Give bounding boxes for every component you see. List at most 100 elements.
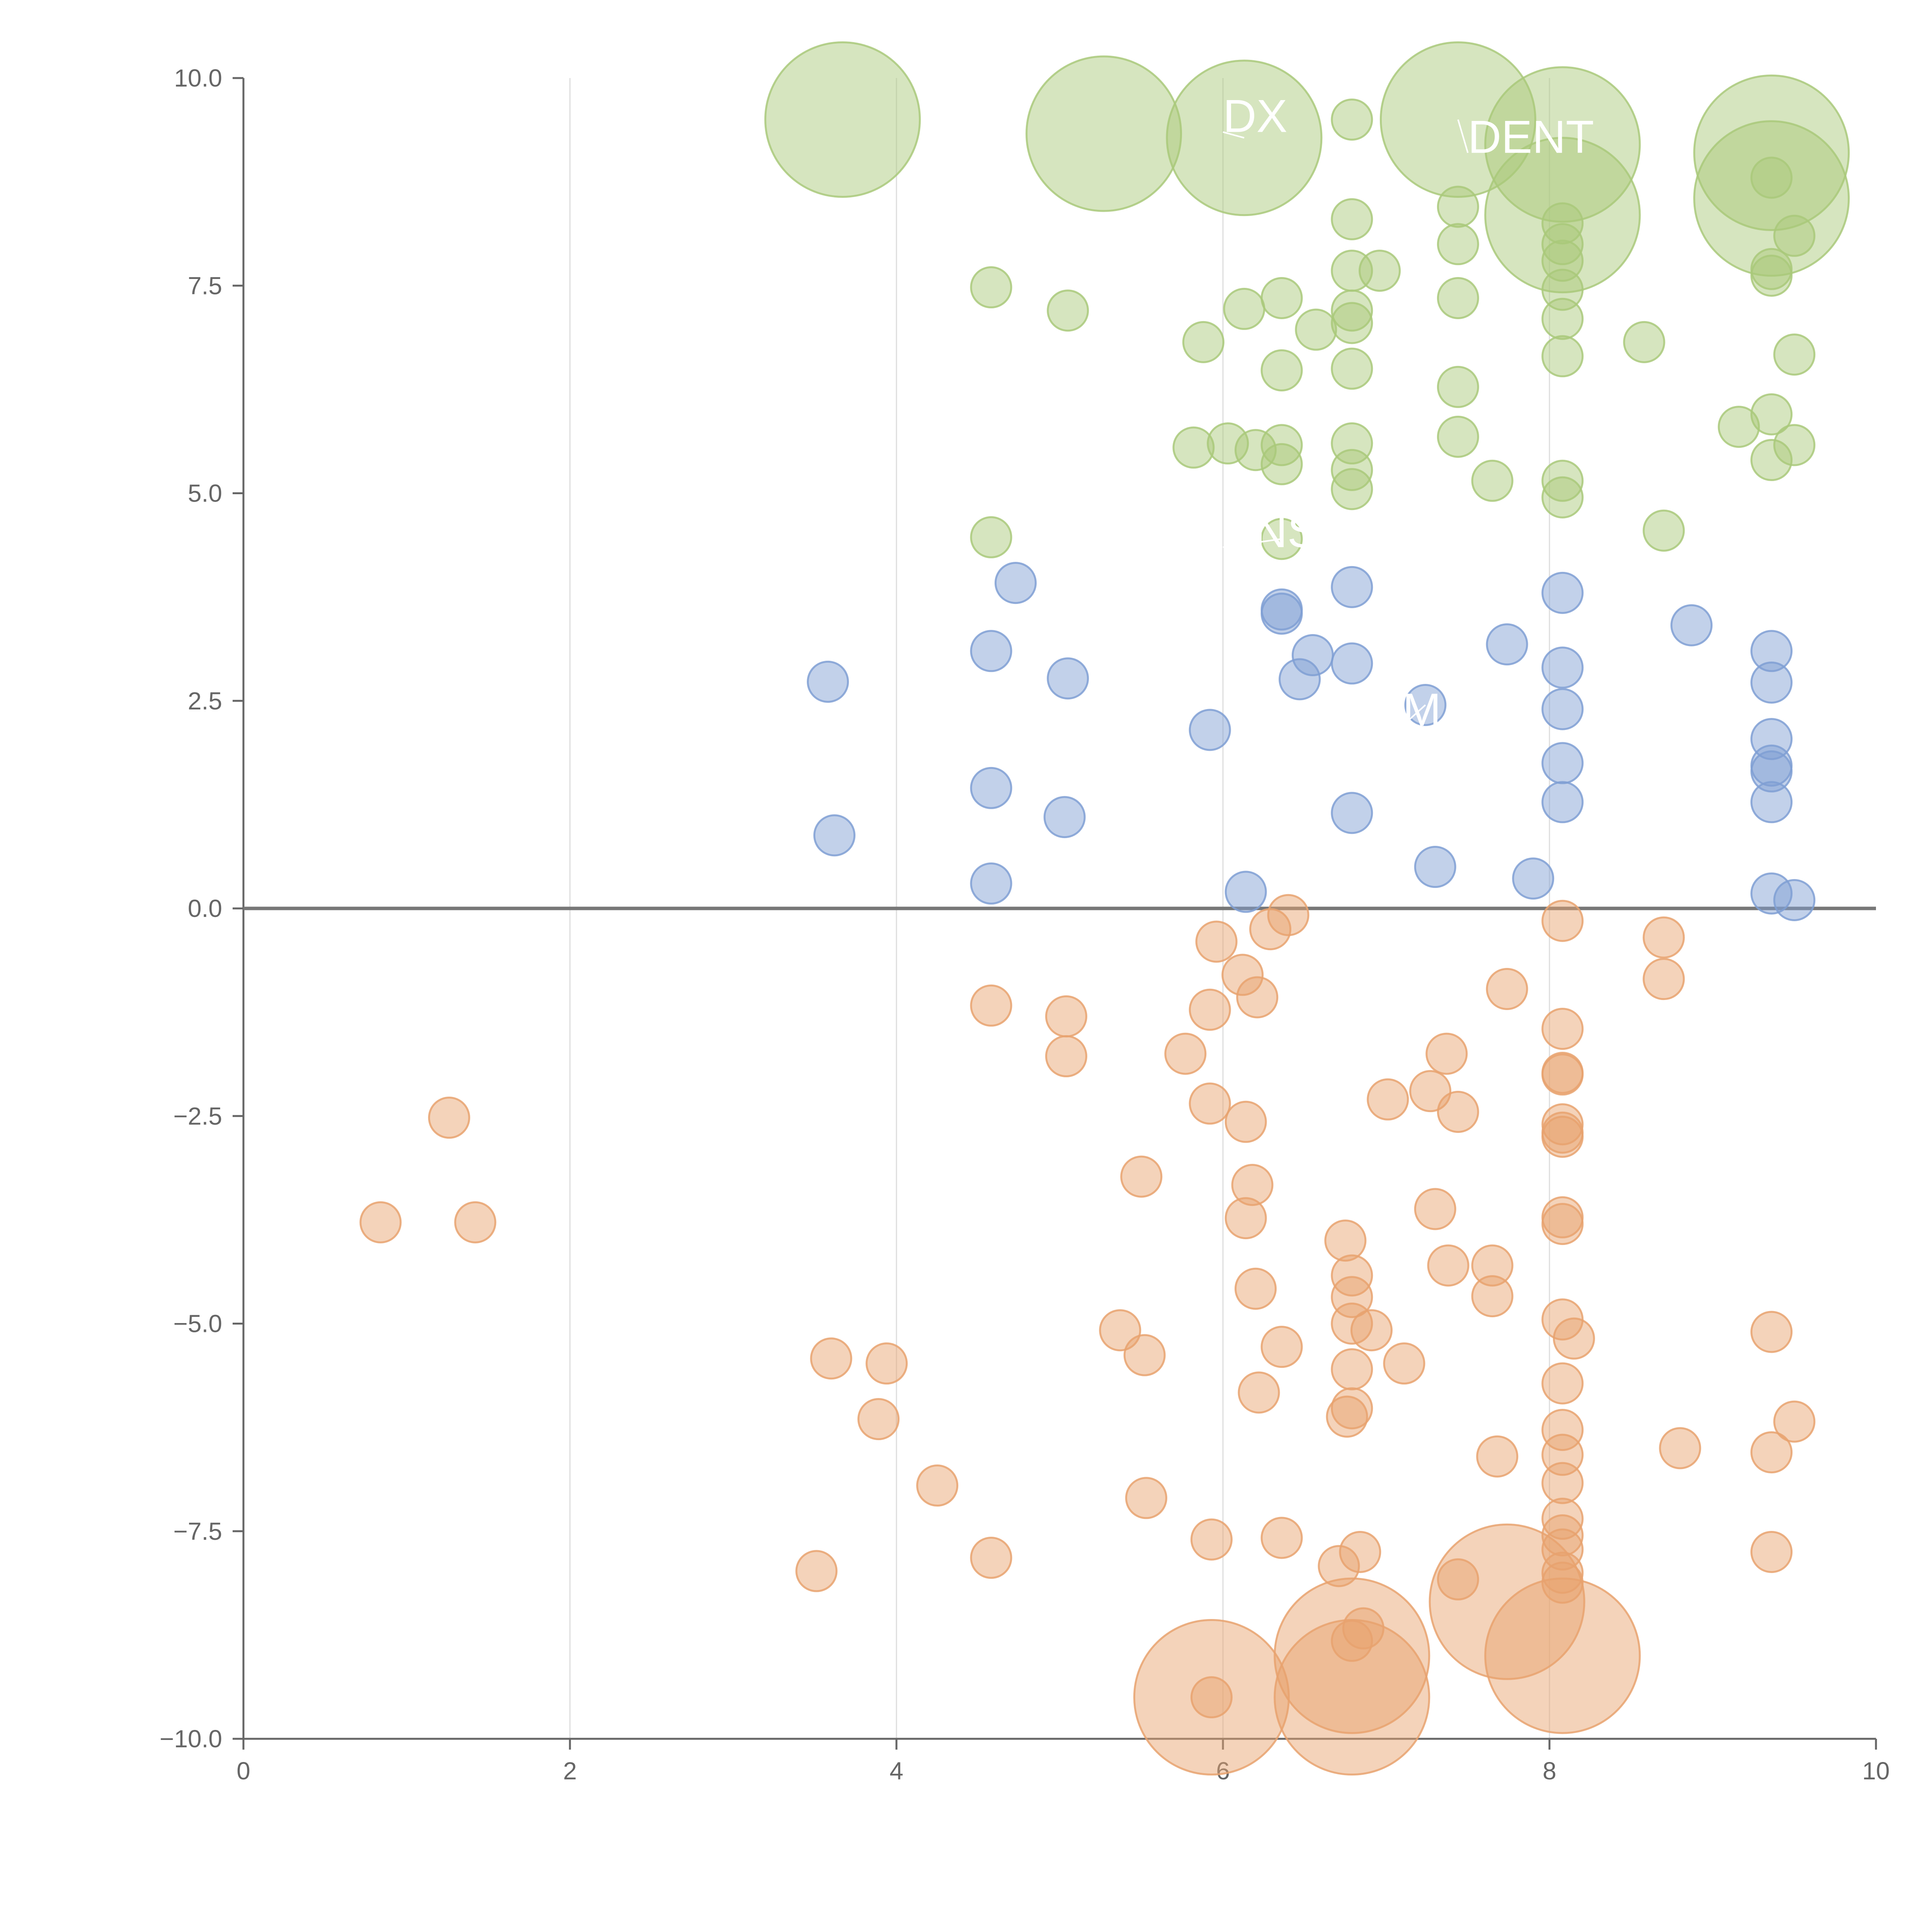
- green-bubble: [1643, 509, 1685, 552]
- orange-bubble: [359, 1201, 402, 1243]
- orange-bubble: [1643, 916, 1685, 959]
- green-bubble: [1484, 66, 1641, 223]
- green-bubble: [1484, 137, 1641, 294]
- orange-bubble: [1350, 1309, 1393, 1352]
- orange-bubble: [1221, 954, 1264, 996]
- blue-bubble: [1670, 604, 1713, 646]
- y-tick-label: −5.0: [173, 1310, 222, 1338]
- orange-bubble: [1541, 1528, 1584, 1571]
- green-bubble: [1260, 349, 1303, 391]
- blue-bubble: [970, 862, 1012, 905]
- y-tick-label: 0.0: [188, 895, 222, 922]
- blue-bubble: [1291, 634, 1334, 677]
- orange-bubble: [1437, 1558, 1479, 1600]
- green-bubble: [1541, 269, 1584, 311]
- orange-bubble: [1331, 1254, 1373, 1297]
- orange-bubble: [1260, 1326, 1303, 1368]
- orange-bubble: [1643, 958, 1685, 1000]
- orange-bubble: [1750, 1431, 1793, 1474]
- blue-bubble: [1750, 750, 1793, 793]
- blue-bubble: [1541, 781, 1584, 823]
- labels-layer: DX DENT ENS M: [1223, 90, 1594, 736]
- orange-bubble: [1541, 1053, 1584, 1096]
- orange-bubble: [970, 1537, 1012, 1579]
- blue-bubble: [970, 767, 1012, 809]
- blue-bubble: [970, 630, 1012, 672]
- orange-bubble: [1260, 1517, 1303, 1559]
- green-bubble: [1047, 289, 1089, 332]
- orange-bubble: [1541, 1203, 1584, 1245]
- orange-bubble: [1476, 1435, 1519, 1478]
- green-bubble: [764, 41, 921, 198]
- orange-bubble: [1190, 1518, 1233, 1561]
- green-bubble: [1718, 406, 1760, 448]
- orange-bubble: [1235, 1267, 1277, 1310]
- blue-bubble: [807, 660, 849, 703]
- orange-bubble: [1437, 1091, 1479, 1133]
- blue-bubble: [1260, 592, 1303, 635]
- orange-bubble: [1339, 1531, 1381, 1573]
- green-bubble: [1331, 468, 1373, 510]
- y-tick-label: 10.0: [174, 64, 222, 92]
- orange-bubble: [1425, 1032, 1468, 1075]
- orange-bubble: [1238, 1371, 1280, 1414]
- x-tick-label: 6: [1216, 1757, 1230, 1785]
- y-tick-label: 5.0: [188, 480, 222, 507]
- green-bubble: [970, 266, 1012, 309]
- green-bubble: [1331, 449, 1373, 491]
- bubble-label: ENS: [1223, 505, 1318, 557]
- orange-bubble: [1120, 1155, 1163, 1198]
- orange-bubble: [1541, 1498, 1584, 1540]
- orange-bubble: [1484, 1577, 1641, 1734]
- green-bubble: [1331, 198, 1373, 240]
- x-tick-label: 10: [1862, 1757, 1889, 1785]
- y-tick-label: 2.5: [188, 687, 222, 715]
- blue-bubble: [1043, 796, 1086, 838]
- green-bubble: [1235, 429, 1277, 471]
- green-bubble: [1331, 302, 1373, 344]
- green-bubble: [1260, 277, 1303, 319]
- orange-bubble: [1225, 1100, 1267, 1143]
- orange-bubble: [1133, 1619, 1290, 1776]
- bubble-label-leader: [1223, 538, 1282, 548]
- orange-bubble: [795, 1550, 838, 1592]
- orange-bubble: [1164, 1032, 1207, 1075]
- green-bubble: [1437, 223, 1479, 265]
- y-tick-label: −10.0: [160, 1725, 222, 1753]
- blue-bubble: [1773, 879, 1816, 922]
- green-bubble: [1693, 74, 1850, 231]
- bubble-label-leader: [1402, 704, 1426, 726]
- blue-bubble: [1541, 742, 1584, 784]
- orange-bubble: [1427, 1244, 1469, 1287]
- green-bubble: [1172, 426, 1215, 469]
- orange-bubble: [1236, 976, 1279, 1019]
- blue-bubble: [1331, 792, 1373, 834]
- orange-bubble: [1541, 1116, 1584, 1158]
- blue-bubble: [1225, 871, 1267, 913]
- orange-bubble: [1274, 1619, 1430, 1776]
- green-bubble: [1437, 185, 1479, 228]
- orange-bubble: [1750, 1311, 1793, 1353]
- orange-bubble: [1541, 900, 1584, 942]
- orange-bubble: [1367, 1078, 1409, 1121]
- orange-bubble: [428, 1097, 470, 1139]
- orange-bubble: [1541, 1514, 1584, 1556]
- orange-bubble: [1553, 1317, 1595, 1360]
- orange-bubble: [1471, 1244, 1514, 1287]
- x-tick-label: 2: [563, 1757, 577, 1785]
- green-bubble: [1437, 277, 1479, 319]
- orange-bubble: [1274, 1577, 1430, 1734]
- orange-bubble: [1541, 1561, 1584, 1604]
- green-bubble: [1331, 347, 1373, 390]
- orange-bubble: [1331, 1387, 1373, 1430]
- points-layer: [359, 41, 1850, 1776]
- orange-bubble: [1750, 1531, 1793, 1573]
- blue-bubble: [1331, 566, 1373, 608]
- orange-bubble: [1471, 1275, 1514, 1318]
- blue-bubble: [1279, 658, 1321, 701]
- blue-bubble: [1047, 657, 1089, 700]
- green-bubble: [1026, 55, 1182, 212]
- orange-bubble: [1541, 1462, 1584, 1504]
- orange-bubble: [1125, 1477, 1167, 1519]
- blue-bubble: [1541, 571, 1584, 614]
